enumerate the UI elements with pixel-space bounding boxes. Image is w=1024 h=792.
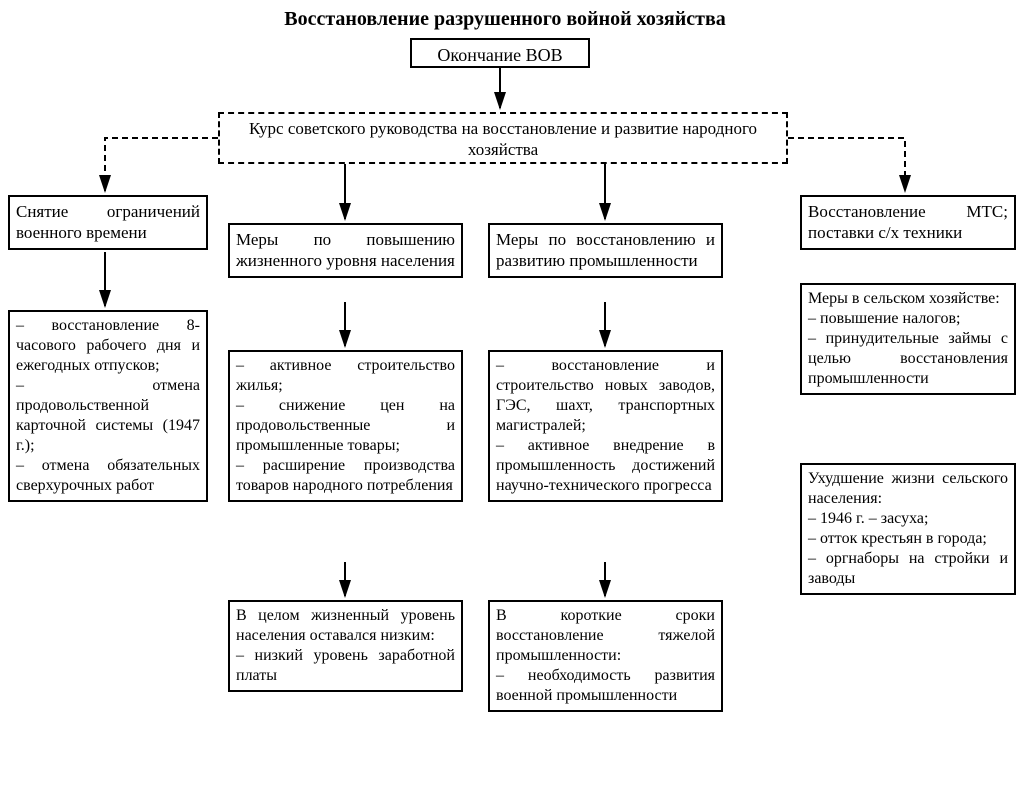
node-course: Курс советского руководства на восстанов… xyxy=(218,112,788,164)
node-living-standards-details: – активное строительство жилья; – снижен… xyxy=(228,350,463,502)
node-industry: Меры по восстановлению и развитию промыш… xyxy=(488,223,723,278)
speaker-icon xyxy=(940,20,1024,792)
node-end-of-war: Окончание ВОВ xyxy=(410,38,590,68)
node-industry-result: В короткие сроки восстановление тяжелой … xyxy=(488,600,723,712)
node-industry-details: – восстановление и строительство новых з… xyxy=(488,350,723,502)
node-living-standards: Меры по повышению жизненного уровня насе… xyxy=(228,223,463,278)
node-lift-restrictions: Снятие ограничений военного времени xyxy=(8,195,208,250)
node-living-standards-result: В целом жизненный уровень населения оста… xyxy=(228,600,463,692)
page-title: Восстановление разрушенного войной хозяй… xyxy=(220,8,790,31)
node-lift-restrictions-details: – восстановление 8-часового рабочего дня… xyxy=(8,310,208,502)
